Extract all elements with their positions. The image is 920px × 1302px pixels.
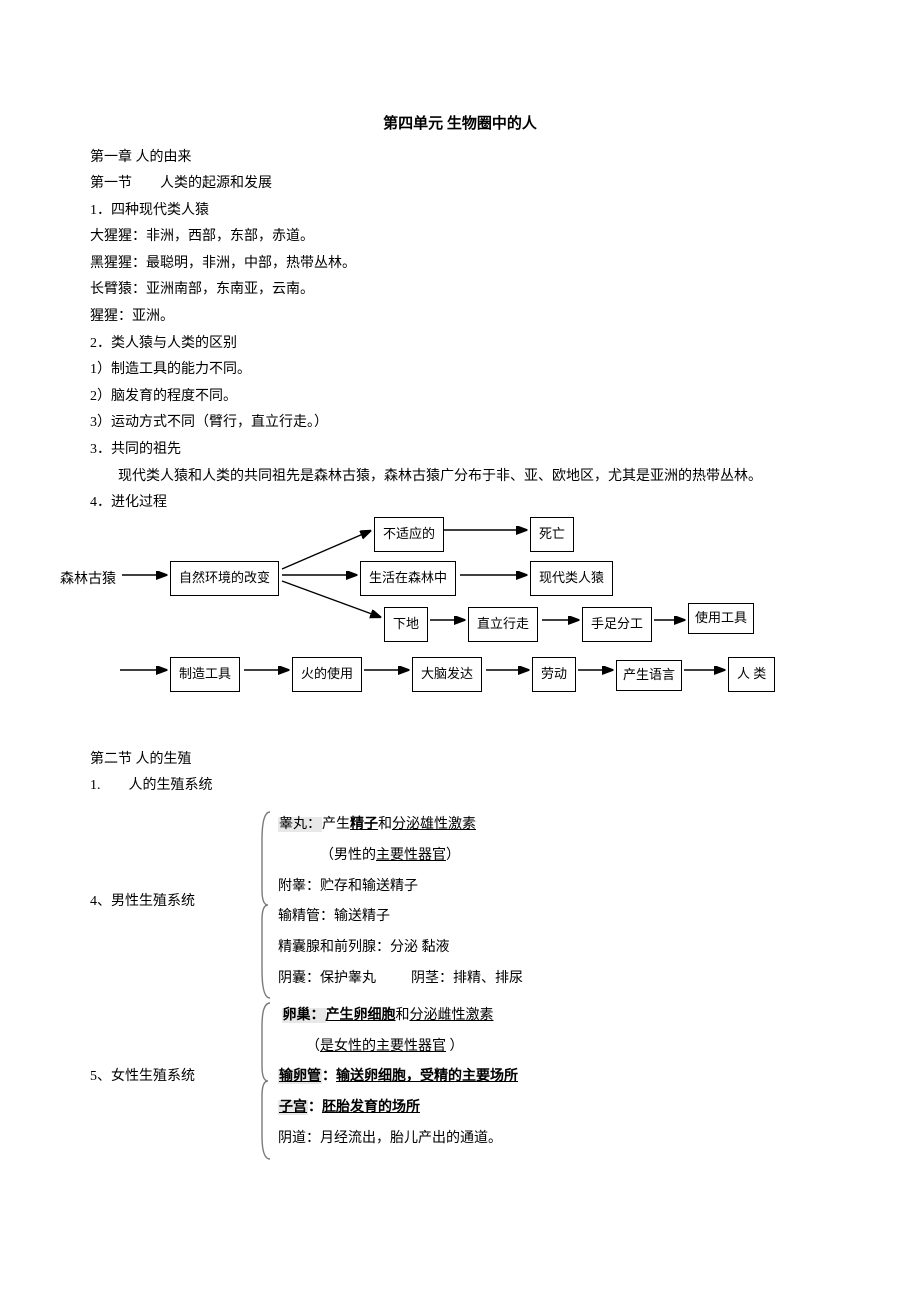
female-l4b: ： xyxy=(308,1100,322,1115)
flow-arrows xyxy=(60,517,820,702)
male-l2c: ） xyxy=(446,848,460,863)
evolution-flowchart: 森林古猿 自然环境的改变 不适应的 死亡 生活在森林中 现代类人猿 下地 直立行… xyxy=(60,517,860,707)
male-brace-icon xyxy=(260,810,274,995)
female-l2: （是女性的主要性器官 ） xyxy=(278,1032,830,1063)
male-l1d: 和 xyxy=(378,817,392,832)
female-l4a: 子宫 xyxy=(278,1100,308,1115)
chapter-heading: 第一章 人的由来 xyxy=(90,145,830,172)
diff2: 2）脑发育的程度不同。 xyxy=(90,384,830,411)
female-l3a: 输卵管 xyxy=(278,1069,322,1084)
p4-title: 4．进化过程 xyxy=(90,490,830,517)
female-l2b: 是女性的主要性器官 xyxy=(320,1039,446,1054)
diff3: 3）运动方式不同（臂行，直立行走。） xyxy=(90,410,830,437)
female-l3b: ： xyxy=(322,1069,336,1084)
ape-gibbon: 长臂猿：亚洲南部，东南亚，云南。 xyxy=(90,277,830,304)
male-l6a: 阴囊：保护睾丸 xyxy=(278,971,376,986)
male-l1a: 睾丸： xyxy=(278,817,322,832)
female-l1a: 卵巢： xyxy=(282,1008,326,1023)
diff1: 1）制造工具的能力不同。 xyxy=(90,357,830,384)
female-l4c: 胚胎发育的场所 xyxy=(322,1100,420,1115)
male-system-content: 睾丸：产生精子和分泌雄性激素 （男性的主要性器官） 附睾：贮存和输送精子 输精管… xyxy=(274,810,830,995)
p3-title: 3．共同的祖先 xyxy=(90,437,830,464)
male-l1b: 产生 xyxy=(322,817,350,832)
male-l1: 睾丸：产生精子和分泌雄性激素 xyxy=(278,810,830,841)
female-system-label: 5、女性生殖系统 xyxy=(90,1001,260,1155)
female-l3c: 输送卵细胞，受精的主要场所 xyxy=(336,1069,518,1084)
female-l2a: （ xyxy=(306,1039,320,1054)
female-l5: 阴道：月经流出，胎儿产出的通道。 xyxy=(278,1124,830,1155)
male-l6: 阴囊：保护睾丸 阴茎：排精、排尿 xyxy=(278,964,830,995)
male-l2b: 主要性器官 xyxy=(376,848,446,863)
female-l1c: 和 xyxy=(396,1008,410,1023)
male-l6b: 阴茎：排精、排尿 xyxy=(411,971,523,986)
section2-heading: 第二节 人的生殖 xyxy=(90,747,830,774)
male-system-label: 4、男性生殖系统 xyxy=(90,810,260,995)
female-l3: 输卵管：输送卵细胞，受精的主要场所 xyxy=(278,1062,830,1093)
female-brace-icon xyxy=(260,1001,274,1155)
section1-heading: 第一节 人类的起源和发展 xyxy=(90,171,830,198)
ape-orangutan: 猩猩：亚洲。 xyxy=(90,304,830,331)
p3-body: 现代类人猿和人类的共同祖先是森林古猿，森林古猿广分布于非、亚、欧地区，尤其是亚洲… xyxy=(90,464,830,491)
ape-gorilla: 大猩猩：非洲，西部，东部，赤道。 xyxy=(90,224,830,251)
male-l2a: （男性的 xyxy=(320,848,376,863)
male-l1c: 精子 xyxy=(350,817,378,832)
female-l1b: 产生卵细胞 xyxy=(326,1008,396,1023)
female-l2c: ） xyxy=(446,1039,464,1054)
ape-chimp: 黑猩猩：最聪明，非洲，中部，热带丛林。 xyxy=(90,251,830,278)
female-system-content: 卵巢：产生卵细胞和分泌雌性激素 （是女性的主要性器官 ） 输卵管：输送卵细胞，受… xyxy=(274,1001,830,1155)
unit-title: 第四单元 生物圈中的人 xyxy=(90,110,830,139)
male-l1e: 分泌雄性激素 xyxy=(392,817,476,832)
female-l1d: 分泌雌性激素 xyxy=(410,1008,494,1023)
s2-p1-title: 1. 人的生殖系统 xyxy=(90,773,830,800)
female-l4: 子宫：胚胎发育的场所 xyxy=(278,1093,830,1124)
p2-title: 2．类人猿与人类的区别 xyxy=(90,331,830,358)
male-l3: 附睾：贮存和输送精子 xyxy=(278,872,830,903)
male-l5: 精囊腺和前列腺：分泌 黏液 xyxy=(278,933,830,964)
male-l2: （男性的主要性器官） xyxy=(278,841,830,872)
female-l1: 卵巢：产生卵细胞和分泌雌性激素 xyxy=(278,1001,830,1032)
male-l4: 输精管：输送精子 xyxy=(278,902,830,933)
p1-title: 1．四种现代类人猿 xyxy=(90,198,830,225)
